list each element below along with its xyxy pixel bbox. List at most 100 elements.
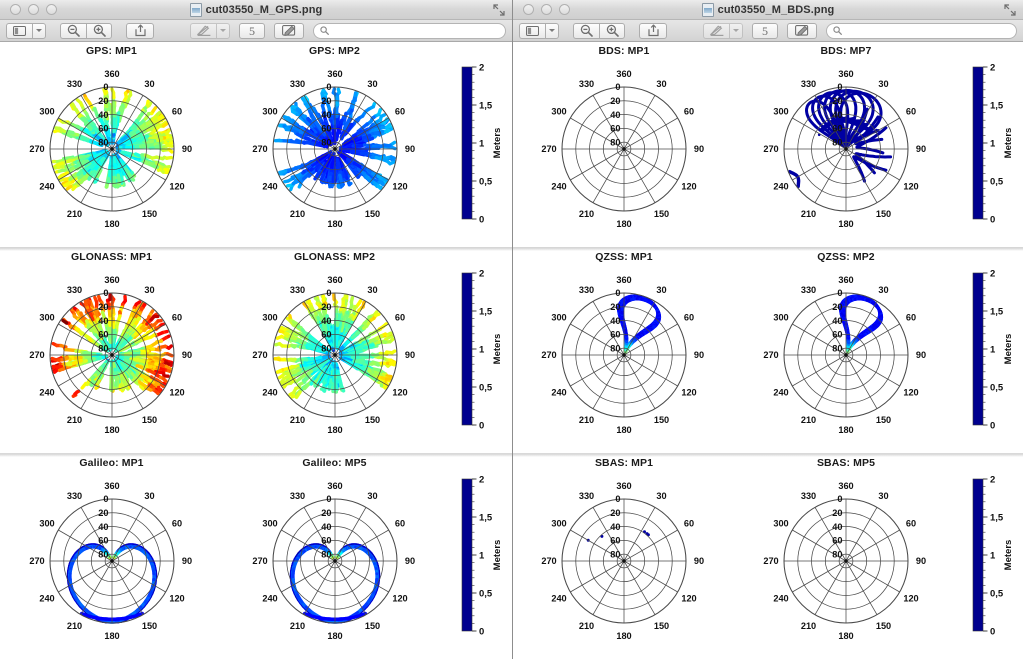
colorbar: 0 0,5 1 1,5 2 Meters <box>957 248 1023 453</box>
pen-icon[interactable] <box>190 22 216 39</box>
svg-text:300: 300 <box>39 107 54 117</box>
svg-text:30: 30 <box>367 79 377 89</box>
svg-text:210: 210 <box>66 209 81 219</box>
svg-text:180: 180 <box>104 219 119 229</box>
skyplot-panel: Galileo: MP1 360 30 60 90 120 150 180 210 240 270… <box>0 454 223 659</box>
chevron-down-icon[interactable] <box>216 22 230 39</box>
polar-axes: 360 30 60 90 120 150 180 210 240 270 300 330 0 20 40 60… <box>735 263 957 453</box>
pen-icon[interactable] <box>703 22 729 39</box>
title-bar[interactable]: cut03550_M_GPS.png <box>0 0 512 20</box>
close-button[interactable] <box>10 4 21 15</box>
toolbar: 5 <box>0 20 512 42</box>
svg-text:Meters: Meters <box>492 333 503 364</box>
search-field[interactable] <box>826 22 1017 40</box>
chevron-down-icon[interactable] <box>729 22 743 39</box>
skyplot-panel: SBAS: MP5 360 30 60 90 120 150 180 210 240 270 300… <box>735 454 957 659</box>
search-icon <box>833 22 842 40</box>
fullscreen-icon[interactable] <box>493 3 505 16</box>
subplot-row-1: GPS: MP1 360 30 60 90 120 150 180 210 240 270 300 3… <box>0 42 512 248</box>
svg-text:60: 60 <box>98 124 108 134</box>
svg-text:270: 270 <box>252 144 267 154</box>
zoom-button[interactable] <box>559 4 570 15</box>
caret-glyph <box>549 29 555 32</box>
svg-text:210: 210 <box>66 415 81 425</box>
polar-axes: 360 30 60 90 120 150 180 210 240 270 300 330 0 20 40 60… <box>735 57 957 247</box>
title-bar[interactable]: cut03550_M_BDS.png <box>513 0 1023 20</box>
panel-title: GPS: MP2 <box>309 45 360 57</box>
svg-text:300: 300 <box>262 107 277 117</box>
search-input[interactable] <box>846 24 1010 37</box>
search-field[interactable] <box>313 22 506 40</box>
share-icon[interactable] <box>126 22 154 39</box>
search-input[interactable] <box>333 24 499 37</box>
fullscreen-icon[interactable] <box>1004 3 1016 16</box>
preview-window-2[interactable]: cut03550_M_BDS.png 5 B <box>512 0 1023 659</box>
svg-text:60: 60 <box>394 107 404 117</box>
markup-icon[interactable] <box>787 22 817 39</box>
search-icon <box>320 22 329 40</box>
svg-text:150: 150 <box>141 209 156 219</box>
svg-text:330: 330 <box>289 79 304 89</box>
polar-axes: 360 30 60 90 120 150 180 210 240 270 300 330 0 20 40 60… <box>0 263 223 453</box>
panel-title: GLONASS: MP1 <box>70 251 153 263</box>
pen-control-group <box>190 22 230 39</box>
chevron-down-icon[interactable] <box>545 22 559 39</box>
svg-text:40: 40 <box>98 110 108 120</box>
minimize-button[interactable] <box>28 4 39 15</box>
zoom-control-group <box>573 22 625 39</box>
skyplot-panel: SBAS: MP1 360 30 60 90 120 150 180 210 240 270 300… <box>513 454 735 659</box>
svg-text:270: 270 <box>29 144 44 154</box>
panel-title: BDS: MP7 <box>820 45 872 57</box>
sidebar-icon[interactable] <box>6 22 32 39</box>
rotate-left-icon[interactable]: 5 <box>752 22 778 39</box>
svg-text:300: 300 <box>39 313 54 323</box>
svg-text:60: 60 <box>321 124 331 134</box>
window-title-group: cut03550_M_GPS.png <box>0 0 512 19</box>
svg-text:150: 150 <box>364 209 379 219</box>
svg-text:120: 120 <box>392 388 407 398</box>
subplot-row-3: SBAS: MP1 360 30 60 90 120 150 180 210 240 270 300… <box>513 454 1023 659</box>
subplot-row-3: Galileo: MP1 360 30 60 90 120 150 180 210 240 270… <box>0 454 512 659</box>
svg-text:240: 240 <box>262 388 277 398</box>
rotate-left-icon[interactable]: 5 <box>239 22 265 39</box>
colorbar: 0 0,5 1 1,5 2 Meters <box>957 42 1023 247</box>
skyplot-panel: GLONASS: MP2 360 30 60 90 120 150 180 210 240 270… <box>223 248 446 453</box>
preview-window-1[interactable]: cut03550_M_GPS.png 5 G <box>0 0 512 659</box>
svg-text:270: 270 <box>29 350 44 360</box>
share-icon[interactable] <box>639 22 667 39</box>
svg-text:40: 40 <box>98 316 108 326</box>
polar-axes: 360 30 60 90 120 150 180 210 240 270 300 330 0 20 40 60… <box>223 57 446 247</box>
minimize-button[interactable] <box>541 4 552 15</box>
zoom-button[interactable] <box>46 4 57 15</box>
svg-text:20: 20 <box>321 302 331 312</box>
png-image: BDS: MP1 360 30 60 90 120 150 180 210 240 270 300 3… <box>513 42 1023 659</box>
svg-text:360: 360 <box>327 69 342 79</box>
polar-axes: 360 30 60 90 120 150 180 210 240 270 300 330 0 20 40 60… <box>223 263 446 453</box>
colorbar: 0 0,5 1 1,5 2 Meters <box>446 454 512 659</box>
svg-text:30: 30 <box>144 285 154 295</box>
subplot-row-2: GLONASS: MP1 360 30 60 90 120 150 180 210 240 270… <box>0 248 512 454</box>
svg-text:40: 40 <box>321 316 331 326</box>
document-canvas[interactable]: GPS: MP1 360 30 60 90 120 150 180 210 240 270 300 3… <box>0 42 512 659</box>
skyplot-panel: GPS: MP1 360 30 60 90 120 150 180 210 240 270 300 3… <box>0 42 223 247</box>
svg-text:120: 120 <box>169 388 184 398</box>
svg-text:80: 80 <box>98 137 108 147</box>
zoom-out-icon[interactable] <box>60 22 86 39</box>
sidebar-icon[interactable] <box>519 22 545 39</box>
skyplot-panel: BDS: MP1 360 30 60 90 120 150 180 210 240 270 300 3… <box>513 42 735 247</box>
markup-icon[interactable] <box>274 22 304 39</box>
zoom-in-icon[interactable] <box>86 22 112 39</box>
svg-text:120: 120 <box>169 182 184 192</box>
svg-text:Meters: Meters <box>492 127 503 158</box>
zoom-in-icon[interactable] <box>599 22 625 39</box>
subplot-row-2: QZSS: MP1 360 30 60 90 120 150 180 210 240 270 300… <box>513 248 1023 454</box>
svg-text:40: 40 <box>321 110 331 120</box>
zoom-out-icon[interactable] <box>573 22 599 39</box>
svg-text:0: 0 <box>103 82 108 92</box>
document-canvas[interactable]: BDS: MP1 360 30 60 90 120 150 180 210 240 270 300 3… <box>513 42 1023 659</box>
traffic-lights <box>523 4 570 15</box>
close-button[interactable] <box>523 4 534 15</box>
svg-text:360: 360 <box>327 275 342 285</box>
chevron-down-icon[interactable] <box>32 22 46 39</box>
